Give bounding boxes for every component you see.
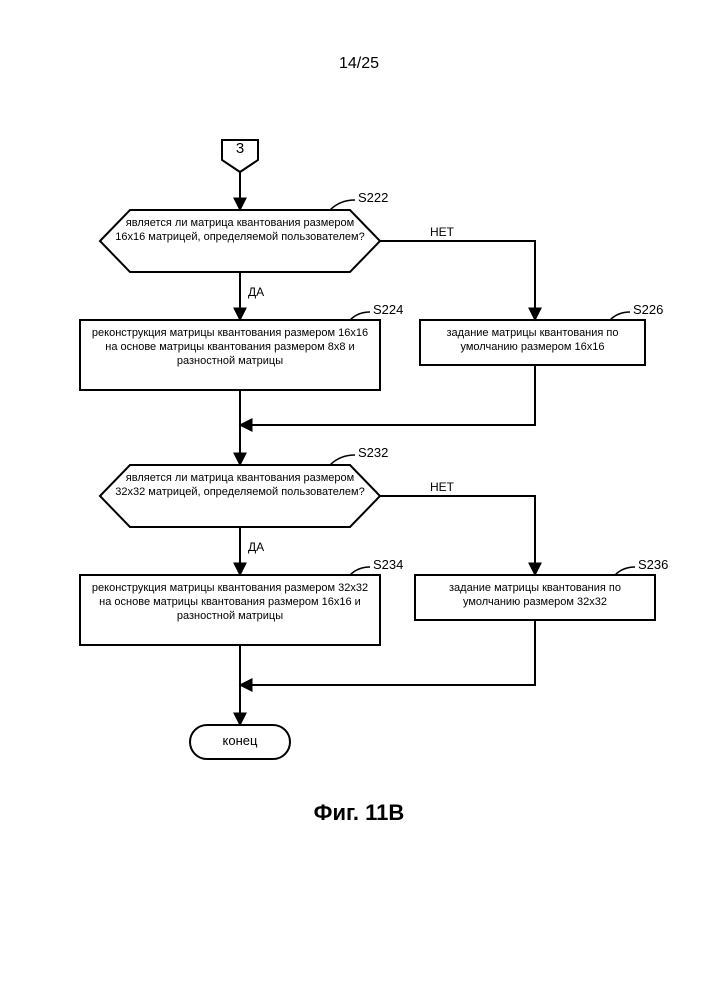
label-s232-yes: ДА: [248, 540, 264, 554]
leader-s232: [330, 455, 355, 465]
step-id-s226: S226: [633, 302, 663, 317]
step-id-s222: S222: [358, 190, 388, 205]
figure-caption: Фиг. 11B: [0, 800, 718, 826]
step-id-s232: S232: [358, 445, 388, 460]
end-label: конец: [190, 733, 290, 749]
label-s222-no: НЕТ: [430, 225, 454, 239]
decision-text-s222: является ли матрица квантования размером…: [110, 217, 370, 245]
process-text-s224: реконструкция матрицы квантования размер…: [88, 327, 372, 368]
decision-text-s232: является ли матрица квантования размером…: [110, 472, 370, 500]
leader-s236: [615, 567, 635, 575]
leader-s234: [350, 567, 370, 575]
process-text-s234: реконструкция матрицы квантования размер…: [88, 582, 372, 623]
process-text-s226: задание матрицы квантования по умолчанию…: [426, 327, 639, 355]
edge-s226-merge: [240, 365, 535, 425]
label-s222-yes: ДА: [248, 285, 264, 299]
flowchart-svg: [0, 0, 718, 1000]
step-id-s236: S236: [638, 557, 668, 572]
process-text-s236: задание матрицы квантования по умолчанию…: [421, 582, 649, 610]
step-id-s234: S234: [373, 557, 403, 572]
leader-s224: [350, 312, 370, 320]
leader-s226: [610, 312, 630, 320]
leader-s222: [330, 200, 355, 210]
step-id-s224: S224: [373, 302, 403, 317]
connector-label: 3: [222, 140, 258, 157]
label-s232-no: НЕТ: [430, 480, 454, 494]
edge-s236-merge: [240, 620, 535, 685]
